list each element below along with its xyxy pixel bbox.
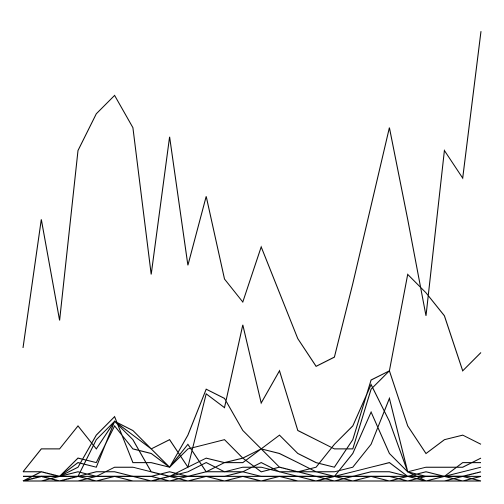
series-line-5 [23,396,481,477]
series-line-10 [22,475,482,482]
series-line-4 [22,383,482,482]
series-line-11 [23,475,482,482]
series-line-6 [22,410,482,482]
series-line-3 [23,370,482,477]
series-line-2 [22,273,482,473]
series-group [22,31,482,482]
series-line-8 [23,466,482,482]
series-line-1 [22,31,482,367]
